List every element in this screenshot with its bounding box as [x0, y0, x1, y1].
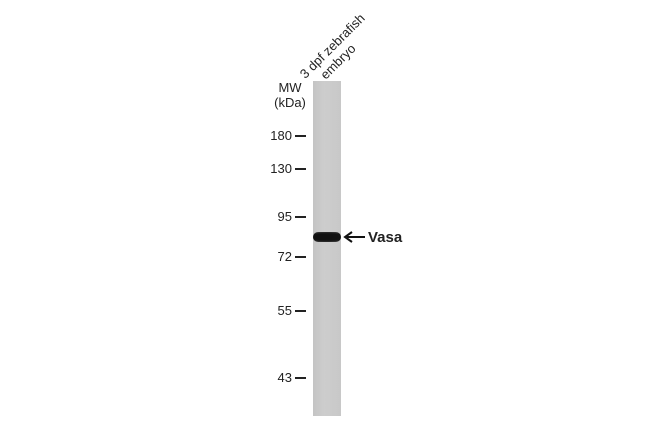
marker-tick	[295, 256, 306, 258]
marker-130: 130	[270, 161, 292, 176]
marker-95: 95	[277, 209, 292, 224]
marker-tick	[295, 168, 306, 170]
target-label: Vasa	[368, 229, 403, 246]
marker-72: 72	[277, 249, 292, 264]
mw-label-line1: MW	[278, 80, 302, 95]
vasa-band	[313, 232, 341, 242]
marker-tick	[295, 310, 306, 312]
marker-tick	[295, 377, 306, 379]
marker-180: 180	[270, 128, 292, 143]
marker-43: 43	[277, 370, 292, 385]
mw-label: MW (kDa)	[270, 80, 310, 110]
blot-lane	[313, 81, 341, 416]
marker-55: 55	[277, 303, 292, 318]
marker-tick	[295, 135, 306, 137]
mw-label-line2: (kDa)	[274, 95, 306, 110]
left-arrow-icon	[343, 231, 365, 243]
marker-tick	[295, 216, 306, 218]
